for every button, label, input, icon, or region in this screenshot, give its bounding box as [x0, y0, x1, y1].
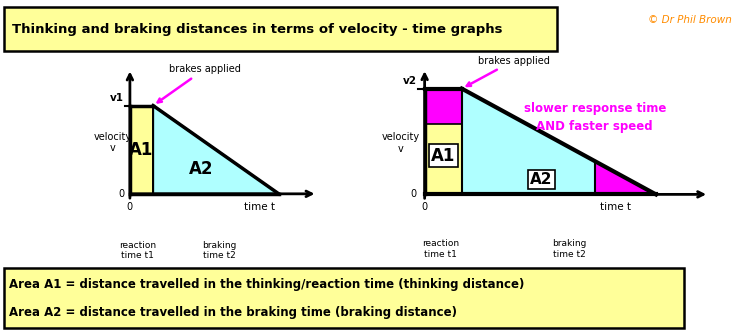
Polygon shape [153, 106, 279, 194]
Text: Thinking and braking distances in terms of velocity - time graphs: Thinking and braking distances in terms … [12, 24, 502, 36]
FancyBboxPatch shape [4, 7, 557, 51]
Text: time t: time t [600, 202, 632, 212]
Text: 0: 0 [411, 189, 417, 199]
Text: v2: v2 [403, 76, 417, 86]
Text: A1: A1 [129, 141, 154, 159]
Text: Area A2 = distance travelled in the braking time (braking distance): Area A2 = distance travelled in the brak… [9, 306, 457, 319]
Text: reaction
time t1: reaction time t1 [422, 239, 459, 259]
Polygon shape [425, 124, 462, 194]
Polygon shape [130, 106, 153, 194]
Text: time t: time t [244, 202, 275, 212]
Text: v1: v1 [110, 93, 124, 103]
Polygon shape [462, 89, 594, 194]
Text: velocity
v: velocity v [382, 132, 420, 154]
Text: A1: A1 [431, 147, 455, 165]
FancyBboxPatch shape [4, 268, 684, 328]
Text: braking
time t2: braking time t2 [203, 241, 237, 260]
Text: A2: A2 [189, 160, 213, 178]
Text: 0: 0 [118, 189, 124, 199]
Text: 0: 0 [421, 202, 428, 212]
Text: © Dr Phil Brown: © Dr Phil Brown [648, 15, 732, 25]
Text: reaction
time t1: reaction time t1 [119, 241, 156, 260]
Text: A2: A2 [531, 172, 553, 187]
Polygon shape [425, 89, 656, 194]
Text: slower response time: slower response time [524, 103, 666, 116]
Text: brakes applied: brakes applied [158, 64, 241, 102]
Text: Area A1 = distance travelled in the thinking/reaction time (thinking distance): Area A1 = distance travelled in the thin… [9, 278, 525, 291]
Text: 0: 0 [127, 202, 133, 212]
Text: braking
time t2: braking time t2 [552, 239, 587, 259]
Text: velocity
v: velocity v [94, 132, 132, 153]
Text: brakes applied: brakes applied [467, 56, 550, 86]
Text: AND faster speed: AND faster speed [536, 120, 653, 133]
